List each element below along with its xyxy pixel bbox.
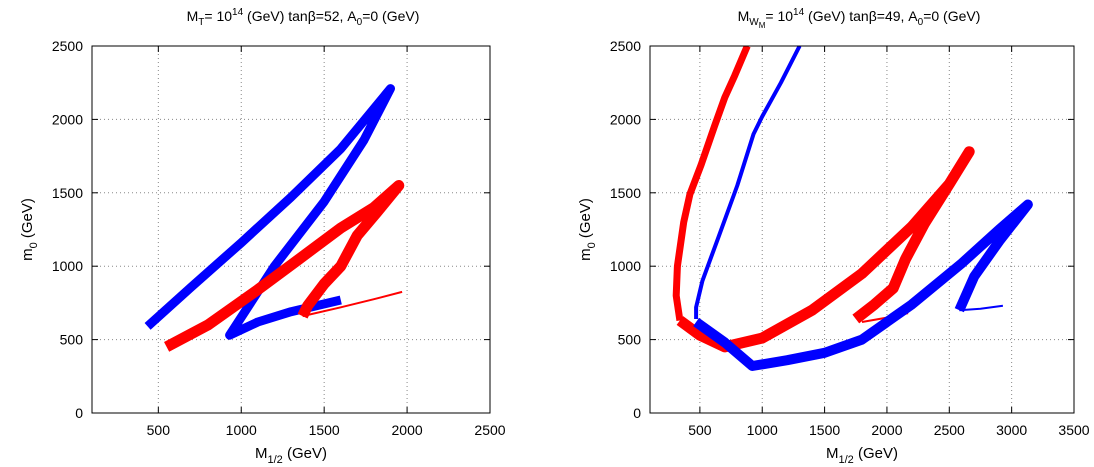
plot-frame	[91, 45, 491, 414]
y-tick-label: 2500	[610, 38, 641, 54]
series-line-red	[672, 46, 751, 322]
y-tick-label: 0	[633, 405, 641, 421]
right-chart-panel: 500 1000 1500 2000 2500 3000 3500 0 500 1000 1500 2…	[577, 7, 1090, 466]
x-tick-label: 2500	[934, 422, 965, 438]
y-axis-label: m0 (GeV)	[577, 198, 598, 261]
chart-title: MT= 1014 (GeV) tanβ=52, A0=0 (GeV)	[187, 7, 420, 28]
x-tick-label: 2500	[474, 422, 505, 438]
y-tick-label: 2000	[610, 111, 641, 127]
x-axis-label: M1/2 (GeV)	[826, 445, 898, 466]
series-line-red	[676, 146, 975, 353]
series-line-red	[302, 290, 403, 318]
x-tick-label: 1000	[226, 422, 257, 438]
series-line-blue	[693, 199, 1033, 371]
y-tick-label: 1500	[52, 185, 83, 201]
series-line-blue	[959, 304, 1004, 312]
y-tick-label: 0	[75, 405, 83, 421]
y-tick-label: 2000	[52, 111, 83, 127]
y-tick-label: 500	[60, 332, 84, 348]
y-tick-label: 1000	[52, 258, 83, 274]
x-axis-label: M1/2 (GeV)	[255, 445, 327, 466]
x-tick-label: 500	[688, 422, 712, 438]
y-tick-label: 1500	[610, 185, 641, 201]
series-line-blue	[144, 84, 395, 340]
x-tick-label: 3500	[1058, 422, 1089, 438]
x-tick-label: 2000	[871, 422, 902, 438]
y-tick-label: 1000	[610, 258, 641, 274]
x-tick-label: 3000	[996, 422, 1027, 438]
x-tick-label: 1500	[809, 422, 840, 438]
x-tick-label: 500	[147, 422, 171, 438]
chart-title: MWM= 1014 (GeV) tanβ=49, A0=0 (GeV)	[738, 7, 981, 30]
series-line-red	[164, 180, 405, 352]
y-axis-label: m0 (GeV)	[19, 198, 40, 261]
series-group	[144, 84, 405, 352]
x-tick-label: 1000	[747, 422, 778, 438]
y-tick-label: 500	[618, 332, 642, 348]
series-group	[672, 46, 1033, 371]
series-line-blue	[694, 46, 802, 319]
plot-frame	[649, 45, 1075, 414]
x-tick-label: 1500	[309, 422, 340, 438]
x-tick-label: 2000	[392, 422, 423, 438]
y-tick-label: 2500	[52, 38, 83, 54]
left-chart-panel: 500 1000 1500 2000 2500 0 500 1000 1500 2000 2500 M…	[19, 7, 506, 466]
